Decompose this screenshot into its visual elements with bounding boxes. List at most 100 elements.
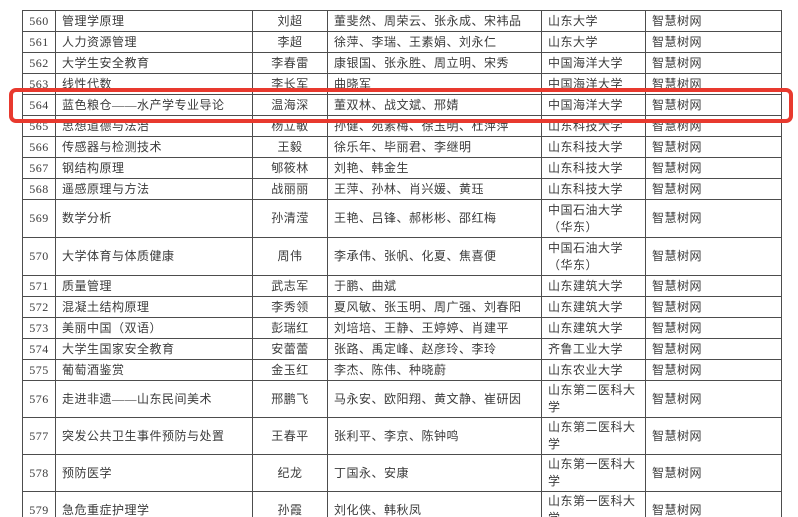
course-team-cell: 张利平、李京、陈钟鸣 <box>327 417 542 455</box>
university-cell: 山东大学 <box>541 10 646 32</box>
table-row: 569 数学分析 孙清滢 王艳、吕锋、郝彬彬、邵红梅 中国石油大学（华东） 智慧… <box>22 199 782 238</box>
course-team-cell: 董双林、战文斌、邢婧 <box>327 94 542 116</box>
table-row: 568 遥感原理与方法 战丽丽 王萍、孙林、肖兴媛、黄珏 山东科技大学 智慧树网 <box>22 178 782 200</box>
course-leader-cell: 李超 <box>252 31 328 53</box>
university-cell: 山东大学 <box>541 31 646 53</box>
platform-cell: 智慧树网 <box>645 52 782 74</box>
table-row: 571 质量管理 武志军 于鹏、曲斌 山东建筑大学 智慧树网 <box>22 275 782 297</box>
course-name-cell: 钢结构原理 <box>55 157 253 179</box>
table-row: 575 葡萄酒鉴赏 金玉红 李杰、陈伟、种晓蔚 山东农业大学 智慧树网 <box>22 359 782 381</box>
university-cell: 山东科技大学 <box>541 136 646 158</box>
course-leader-cell: 战丽丽 <box>252 178 328 200</box>
table-row: 563 线性代数 李长军 曲晓军 中国海洋大学 智慧树网 <box>22 73 782 95</box>
university-cell: 中国海洋大学 <box>541 52 646 74</box>
university-cell: 山东科技大学 <box>541 115 646 137</box>
table-row: 562 大学生安全教育 李春雷 康银国、张永胜、周立明、宋秀 中国海洋大学 智慧… <box>22 52 782 74</box>
course-name-cell: 预防医学 <box>55 454 253 492</box>
course-leader-cell: 杨立敏 <box>252 115 328 137</box>
course-number-cell: 575 <box>22 359 56 381</box>
course-leader-cell: 郇筱林 <box>252 157 328 179</box>
course-leader-cell: 王毅 <box>252 136 328 158</box>
course-team-cell: 李承伟、张帆、化夏、焦喜便 <box>327 237 542 276</box>
university-cell: 山东建筑大学 <box>541 275 646 297</box>
university-cell: 中国海洋大学 <box>541 94 646 116</box>
table-row: 574 大学生国家安全教育 安蕾蕾 张路、禹定峰、赵彦玲、李玲 齐鲁工业大学 智… <box>22 338 782 360</box>
course-name-cell: 急危重症护理学 <box>55 491 253 517</box>
university-cell: 山东第二医科大学 <box>541 380 646 418</box>
course-leader-cell: 彭瑞红 <box>252 317 328 339</box>
platform-cell: 智慧树网 <box>645 94 782 116</box>
university-cell: 山东建筑大学 <box>541 317 646 339</box>
course-number-cell: 563 <box>22 73 56 95</box>
course-leader-cell: 李长军 <box>252 73 328 95</box>
course-number-cell: 562 <box>22 52 56 74</box>
course-team-cell: 于鹏、曲斌 <box>327 275 542 297</box>
course-leader-cell: 李秀领 <box>252 296 328 318</box>
course-leader-cell: 邢鹏飞 <box>252 380 328 418</box>
course-team-cell: 李杰、陈伟、种晓蔚 <box>327 359 542 381</box>
course-leader-cell: 孙清滢 <box>252 199 328 238</box>
table-row: 564 蓝色粮仓——水产学专业导论 温海深 董双林、战文斌、邢婧 中国海洋大学 … <box>22 94 782 116</box>
course-team-cell: 马永安、欧阳翔、黄文静、崔研因 <box>327 380 542 418</box>
platform-cell: 智慧树网 <box>645 338 782 360</box>
university-cell: 齐鲁工业大学 <box>541 338 646 360</box>
course-leader-cell: 孙霞 <box>252 491 328 517</box>
course-name-cell: 大学生国家安全教育 <box>55 338 253 360</box>
course-leader-cell: 李春雷 <box>252 52 328 74</box>
table-row: 572 混凝土结构原理 李秀领 夏风敏、张玉明、周广强、刘春阳 山东建筑大学 智… <box>22 296 782 318</box>
table-row: 576 走进非遗——山东民间美术 邢鹏飞 马永安、欧阳翔、黄文静、崔研因 山东第… <box>22 380 782 418</box>
course-name-cell: 线性代数 <box>55 73 253 95</box>
course-leader-cell: 金玉红 <box>252 359 328 381</box>
course-number-cell: 566 <box>22 136 56 158</box>
table-row: 578 预防医学 纪龙 丁国永、安康 山东第一医科大学 智慧树网 <box>22 454 782 492</box>
platform-cell: 智慧树网 <box>645 73 782 95</box>
course-leader-cell: 武志军 <box>252 275 328 297</box>
course-name-cell: 大学生安全教育 <box>55 52 253 74</box>
course-number-cell: 574 <box>22 338 56 360</box>
course-team-cell: 刘培培、王静、王婷婷、肖建平 <box>327 317 542 339</box>
table-row: 560 管理学原理 刘超 董斐然、周荣云、张永成、宋袆品 山东大学 智慧树网 <box>22 10 782 32</box>
course-number-cell: 578 <box>22 454 56 492</box>
course-name-cell: 质量管理 <box>55 275 253 297</box>
platform-cell: 智慧树网 <box>645 380 782 418</box>
platform-cell: 智慧树网 <box>645 157 782 179</box>
platform-cell: 智慧树网 <box>645 115 782 137</box>
course-name-cell: 走进非遗——山东民间美术 <box>55 380 253 418</box>
course-name-cell: 数学分析 <box>55 199 253 238</box>
course-name-cell: 遥感原理与方法 <box>55 178 253 200</box>
university-cell: 山东第一医科大学 <box>541 491 646 517</box>
course-team-cell: 刘艳、韩金生 <box>327 157 542 179</box>
course-name-cell: 大学体育与体质健康 <box>55 237 253 276</box>
table-row: 561 人力资源管理 李超 徐萍、李瑞、王素娟、刘永仁 山东大学 智慧树网 <box>22 31 782 53</box>
table-row: 570 大学体育与体质健康 周伟 李承伟、张帆、化夏、焦喜便 中国石油大学（华东… <box>22 237 782 276</box>
university-cell: 山东科技大学 <box>541 157 646 179</box>
platform-cell: 智慧树网 <box>645 296 782 318</box>
course-team-cell: 康银国、张永胜、周立明、宋秀 <box>327 52 542 74</box>
course-team-cell: 董斐然、周荣云、张永成、宋袆品 <box>327 10 542 32</box>
course-leader-cell: 安蕾蕾 <box>252 338 328 360</box>
course-name-cell: 葡萄酒鉴赏 <box>55 359 253 381</box>
course-number-cell: 576 <box>22 380 56 418</box>
platform-cell: 智慧树网 <box>645 417 782 455</box>
course-number-cell: 577 <box>22 417 56 455</box>
course-number-cell: 569 <box>22 199 56 238</box>
table-row: 577 突发公共卫生事件预防与处置 王春平 张利平、李京、陈钟鸣 山东第二医科大… <box>22 417 782 455</box>
course-number-cell: 568 <box>22 178 56 200</box>
platform-cell: 智慧树网 <box>645 237 782 276</box>
table-row: 573 美丽中国（双语） 彭瑞红 刘培培、王静、王婷婷、肖建平 山东建筑大学 智… <box>22 317 782 339</box>
course-number-cell: 564 <box>22 94 56 116</box>
course-leader-cell: 纪龙 <box>252 454 328 492</box>
course-name-cell: 混凝土结构原理 <box>55 296 253 318</box>
course-team-cell: 徐乐年、毕丽君、李继明 <box>327 136 542 158</box>
table-row: 566 传感器与检测技术 王毅 徐乐年、毕丽君、李继明 山东科技大学 智慧树网 <box>22 136 782 158</box>
course-name-cell: 突发公共卫生事件预防与处置 <box>55 417 253 455</box>
university-cell: 山东第二医科大学 <box>541 417 646 455</box>
course-name-cell: 思想道德与法治 <box>55 115 253 137</box>
course-team-cell: 曲晓军 <box>327 73 542 95</box>
course-team-cell: 王萍、孙林、肖兴媛、黄珏 <box>327 178 542 200</box>
course-team-cell: 刘化侠、韩秋凤 <box>327 491 542 517</box>
university-cell: 山东科技大学 <box>541 178 646 200</box>
university-cell: 山东第一医科大学 <box>541 454 646 492</box>
platform-cell: 智慧树网 <box>645 359 782 381</box>
